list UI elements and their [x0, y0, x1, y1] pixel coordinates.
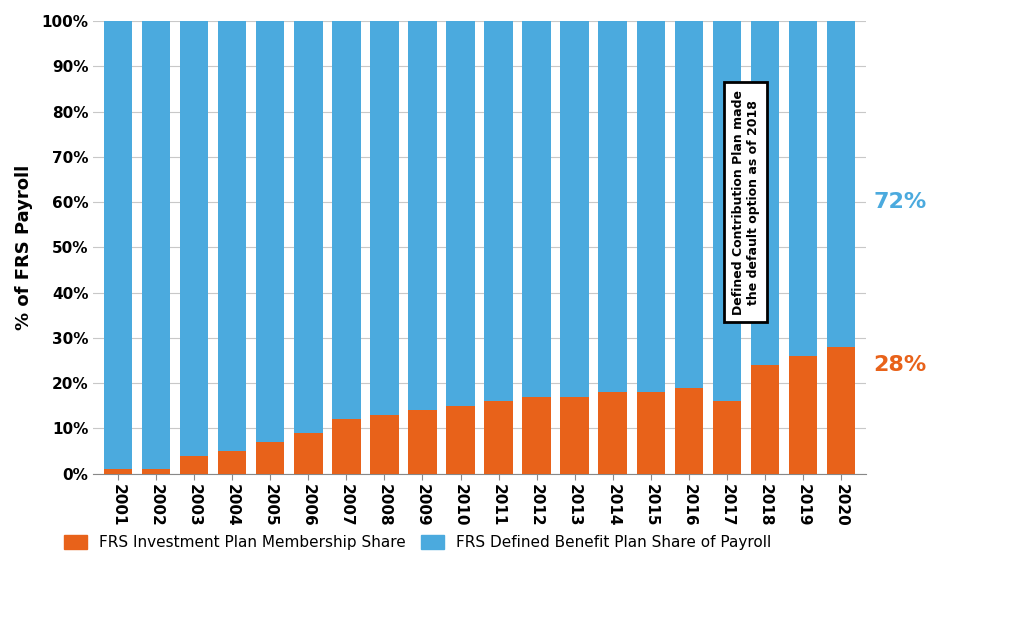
Bar — [751, 365, 779, 474]
Text: 28%: 28% — [873, 355, 927, 375]
Legend: FRS Investment Plan Membership Share, FRS Defined Benefit Plan Share of Payroll: FRS Investment Plan Membership Share, FR… — [57, 529, 777, 556]
Bar — [256, 21, 285, 442]
Bar — [484, 401, 513, 474]
Bar — [675, 387, 703, 474]
Bar — [598, 21, 627, 392]
Bar — [141, 21, 170, 469]
Bar — [180, 455, 208, 474]
Bar — [446, 21, 475, 406]
Bar — [713, 401, 741, 474]
Bar — [446, 406, 475, 474]
Bar — [522, 397, 551, 474]
Bar — [370, 415, 398, 474]
Bar — [826, 347, 855, 474]
Bar — [141, 469, 170, 474]
Bar — [294, 433, 323, 474]
Text: Defined Contribution Plan made
the default option as of 2018: Defined Contribution Plan made the defau… — [732, 90, 760, 315]
Bar — [218, 21, 247, 451]
Bar — [751, 21, 779, 365]
Bar — [788, 356, 817, 474]
Bar — [409, 410, 436, 474]
Bar — [103, 469, 132, 474]
Bar — [180, 21, 208, 455]
Bar — [826, 21, 855, 347]
Bar — [332, 21, 360, 420]
Bar — [522, 21, 551, 397]
Bar — [560, 21, 589, 397]
Bar — [409, 21, 436, 410]
Bar — [675, 21, 703, 387]
Bar — [256, 442, 285, 474]
Bar — [560, 397, 589, 474]
Bar — [370, 21, 398, 415]
Bar — [637, 392, 666, 474]
Bar — [484, 21, 513, 401]
Bar — [218, 451, 247, 474]
Bar — [598, 392, 627, 474]
Y-axis label: % of FRS Payroll: % of FRS Payroll — [15, 165, 33, 330]
Bar — [788, 21, 817, 356]
Text: 72%: 72% — [873, 192, 927, 212]
Bar — [103, 21, 132, 469]
Bar — [332, 420, 360, 474]
Bar — [294, 21, 323, 433]
Bar — [713, 21, 741, 401]
Bar — [637, 21, 666, 392]
